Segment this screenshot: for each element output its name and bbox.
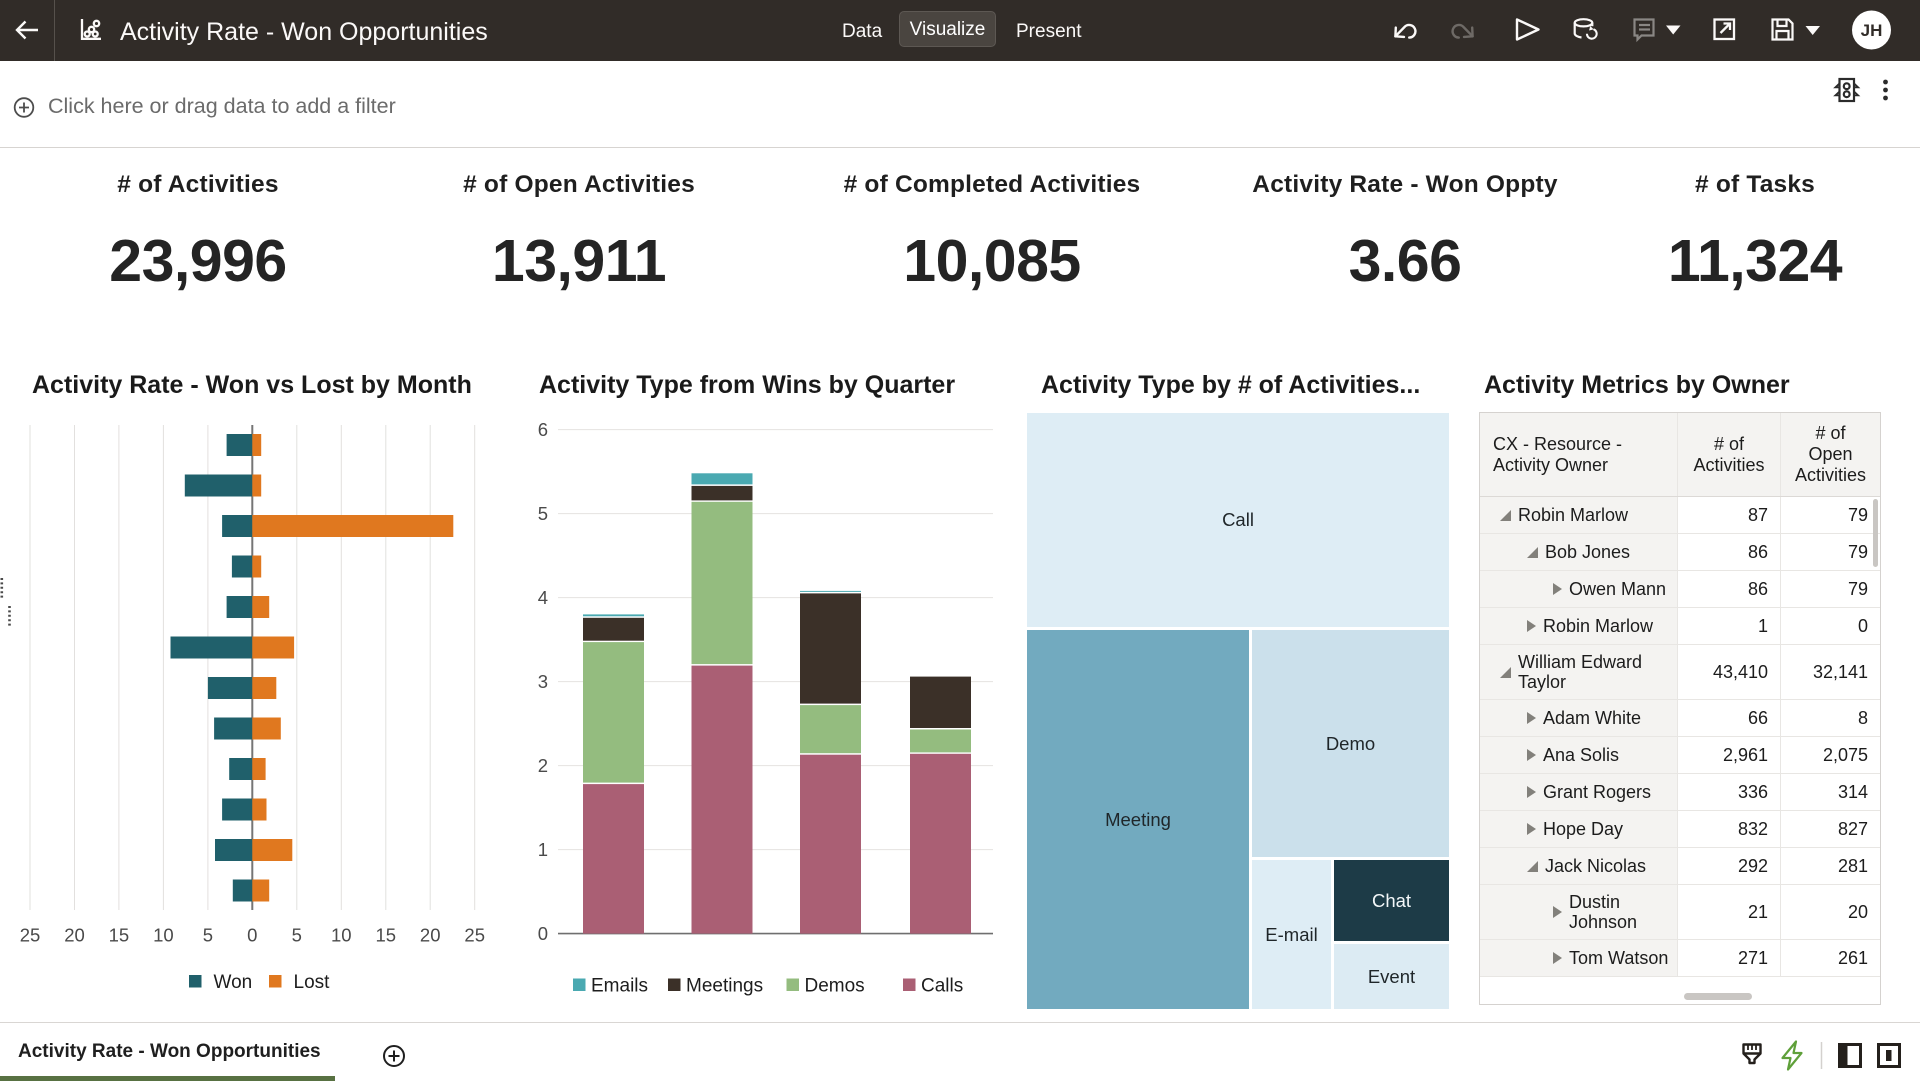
svg-text:Meetings: Meetings xyxy=(686,976,763,997)
svg-text:1: 1 xyxy=(538,839,548,860)
svg-text:10: 10 xyxy=(331,924,352,945)
svg-text:10: 10 xyxy=(153,924,174,945)
svg-text:15: 15 xyxy=(376,924,397,945)
svg-text:4: 4 xyxy=(538,587,548,608)
svg-text:15: 15 xyxy=(109,924,130,945)
svg-text:20: 20 xyxy=(64,924,85,945)
svg-text:Lost: Lost xyxy=(294,972,331,993)
svg-text:0: 0 xyxy=(247,924,257,945)
svg-text:3: 3 xyxy=(538,671,548,692)
svg-text:5: 5 xyxy=(203,924,213,945)
svg-text:Won: Won xyxy=(214,972,253,993)
svg-text:5: 5 xyxy=(538,503,548,524)
svg-text:20: 20 xyxy=(420,924,441,945)
svg-text:2: 2 xyxy=(538,755,548,776)
svg-text:25: 25 xyxy=(464,924,485,945)
svg-text:Demos: Demos xyxy=(805,976,865,997)
svg-text:Calls: Calls xyxy=(921,976,963,997)
svg-text:Emails: Emails xyxy=(591,976,648,997)
svg-text:25: 25 xyxy=(20,924,41,945)
svg-text:JH: JH xyxy=(1861,21,1883,40)
svg-text:5: 5 xyxy=(292,924,302,945)
svg-text:6: 6 xyxy=(538,419,548,440)
svg-text:0: 0 xyxy=(538,923,548,944)
